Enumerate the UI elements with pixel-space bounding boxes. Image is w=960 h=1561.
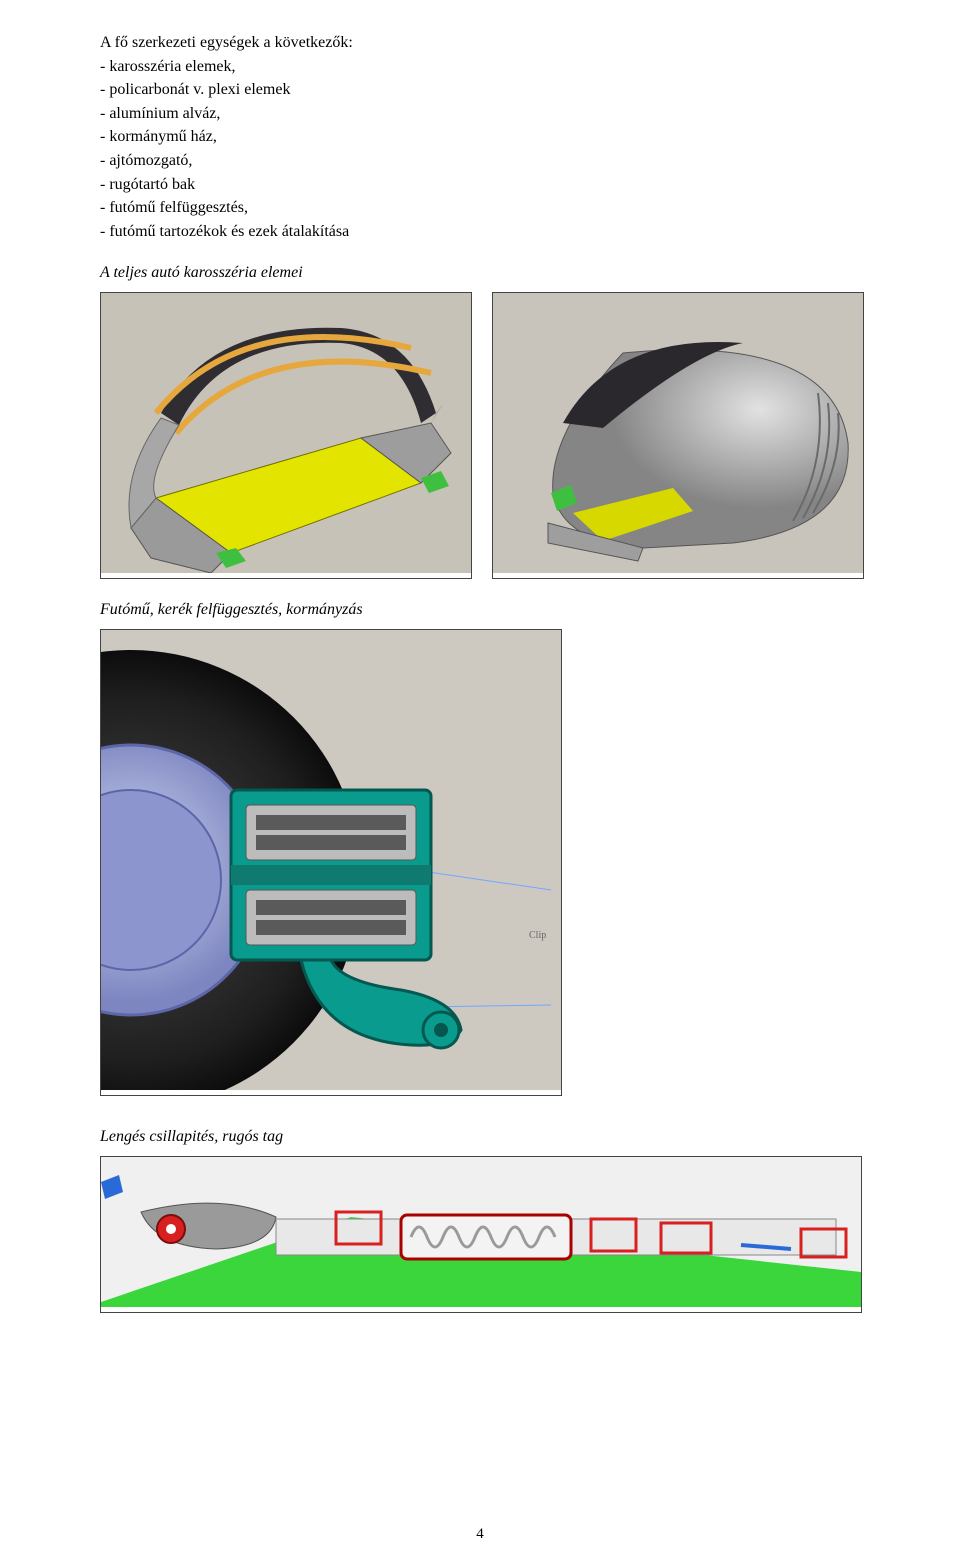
list-item: - kormánymű ház, xyxy=(100,126,860,148)
svg-text:Clip: Clip xyxy=(529,930,546,941)
section-heading-damping: Lengés csillapités, rugós tag xyxy=(100,1128,860,1146)
section-heading-body: A teljes autó karosszéria elemei xyxy=(100,264,860,282)
list-item: - rugótartó bak xyxy=(100,174,860,196)
intro-text: A fő szerkezeti egységek a következők: xyxy=(100,32,860,54)
list-item: - alumínium alváz, xyxy=(100,103,860,125)
list-item: - futómű tartozékok és ezek átalakítása xyxy=(100,221,860,243)
page-number: 4 xyxy=(476,1526,484,1543)
list-item: - policarbonát v. plexi elemek xyxy=(100,79,860,101)
list-item: - karosszéria elemek, xyxy=(100,56,860,78)
list-item: - futómű felfüggesztés, xyxy=(100,197,860,219)
section-heading-suspension: Futómű, kerék felfüggesztés, kormányzás xyxy=(100,601,860,619)
chassis-image-row xyxy=(100,292,860,579)
list-item: - ajtómozgató, xyxy=(100,150,860,172)
wheel-suspension-image: Clip xyxy=(100,629,562,1096)
spring-damper-image xyxy=(100,1156,862,1313)
chassis-left-image xyxy=(100,292,472,579)
chassis-right-image xyxy=(492,292,864,579)
